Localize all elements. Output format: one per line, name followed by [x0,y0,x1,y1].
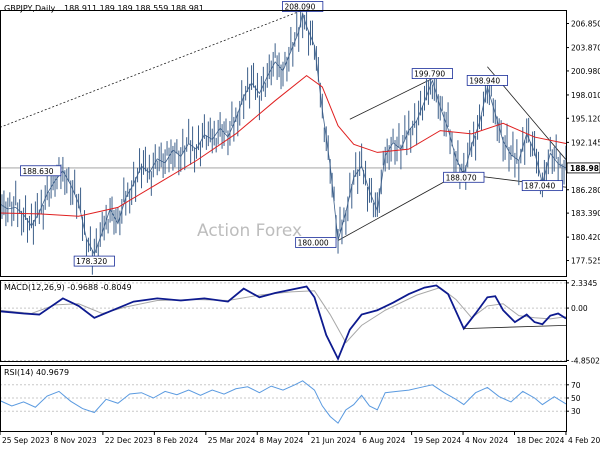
x-tick-label: 8 Feb 2024 [156,436,198,445]
panel-frame-2 [0,365,567,432]
macd-title: MACD(12,26,9) -0.9688 -0.8049 [4,283,132,292]
annotation-box [282,1,324,12]
annotation-label: 188.630 [22,167,53,176]
annotation-box [411,68,453,79]
x-tick-label: 4 Feb 2025 [568,436,600,445]
panel-frame-1 [0,280,567,362]
y-tick-label: 198.010 [571,91,600,100]
x-tick-label: 21 Jun 2024 [311,436,356,445]
y-tick-label: 195.120 [571,114,600,123]
axes: 206.850 203.870 200.980 198.010 195.120 192.1… [0,19,600,445]
price-series-line [0,11,567,256]
annotation-label: 208.090 [284,2,315,11]
price-panel: 208.090 188.630 178.320 180.000 199.790 198.9… [0,1,567,275]
y-tick-label: 200.980 [571,67,600,76]
x-tick-label: 22 Dec 2023 [105,436,153,445]
annotation-box [20,165,62,177]
annotation-box [73,255,115,267]
moving-average-line [0,75,567,217]
symbol-label: GBPJPY,Daily [4,4,55,13]
y-tick-label: 50 [571,394,581,403]
macd-support-line [463,324,567,329]
x-tick-label: 8 Nov 2023 [53,436,96,445]
annotation-box [466,75,508,86]
macd-line [0,284,567,362]
annotation-label: 178.320 [76,257,107,266]
x-tick-label: 25 Sep 2023 [2,436,50,445]
y-tick-label: 183.390 [571,209,600,218]
rsi-line [0,380,567,424]
y-tick-label: 2.3345 [571,279,597,288]
x-tick-label: 8 May 2024 [259,436,303,445]
x-tick-label: 19 Sep 2024 [414,436,462,445]
annotation-label: 187.040 [524,182,555,191]
ohlc-label: 188.911 189.189 188.559 188.981 [64,4,204,13]
annotation-box [521,180,564,192]
annotation-box [443,171,485,183]
x-tick-label: 6 Aug 2024 [362,436,405,445]
y-tick-label: 206.850 [571,19,600,28]
y-tick-label: 186.280 [571,186,600,195]
panel-frame-0 [0,10,567,277]
y-tick-label: 180.420 [571,233,600,242]
rsi-title: RSI(14) 40.9679 [4,368,69,377]
y-tick-label: -4.8502 [571,356,600,365]
macd-panel [0,284,567,362]
annotation-label: 180.000 [298,239,329,248]
rsi-panel [0,380,567,424]
x-tick-label: 18 Dec 2024 [517,436,565,445]
y-tick-label: 70 [571,381,581,390]
channel-lower-line [337,170,464,241]
panel-frames [0,10,567,432]
annotation-box [295,237,337,248]
y-tick-label: 0.00 [571,304,588,313]
y-tick-label: 203.870 [571,44,600,53]
annotation-label: 198.940 [469,76,500,85]
annotation-label: 199.790 [414,70,445,79]
y-tick-label: 177.525 [571,257,600,266]
x-tick-label: 4 Nov 2024 [465,436,508,445]
y-tick-label: 30 [571,407,581,416]
y-tick-label: 192.145 [571,138,600,147]
annotation-label: 188.070 [446,173,477,182]
x-tick-label: 25 Mar 2024 [208,436,256,445]
watermark: Action Forex [197,221,302,241]
current-price-label: 188.981 [570,164,600,173]
